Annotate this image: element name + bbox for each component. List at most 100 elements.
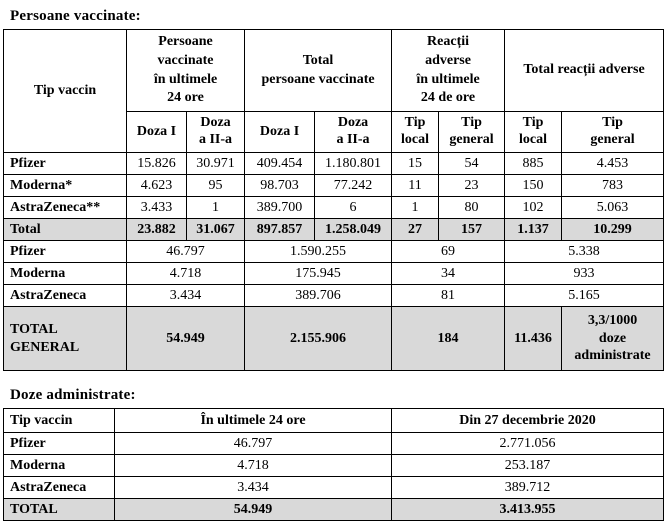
value-cell: 389.706 [244, 284, 393, 307]
vaccinated-table-title: Persoane vaccinate: [10, 8, 141, 24]
table-header-group-row: Tip vaccin Persoane vaccinate în ultimel… [3, 29, 664, 153]
table-row-total: TOTAL 54.949 3.413.955 [3, 498, 664, 521]
table-header-row: Tip vaccin În ultimele 24 ore Din 27 dec… [3, 408, 664, 433]
value-cell: 150 [504, 174, 563, 197]
value-cell: 54 [438, 152, 506, 175]
value-cell: 389.700 [244, 196, 316, 219]
value-cell: 4.718 [114, 454, 392, 477]
row-label: AstraZeneca [3, 476, 115, 499]
row-label: AstraZeneca** [3, 196, 127, 219]
table-subheader-row: Doza I Doza a II-a Doza I Doza a II-a Ti… [4, 111, 664, 153]
value-cell: 95 [185, 174, 246, 197]
row-label: Pfizer [3, 432, 115, 455]
header-tip-vaccin: Tip vaccin [3, 29, 127, 153]
value-cell: 2.771.056 [391, 432, 664, 455]
value-cell: 1.180.801 [314, 152, 393, 175]
value-cell: 11.436 [504, 306, 563, 371]
subheader-doza2-24h: Doza a II-a [185, 111, 246, 153]
value-cell: 30.971 [185, 152, 246, 175]
value-cell: 1 [391, 196, 440, 219]
value-cell: 1.258.049 [314, 218, 393, 241]
table-row-astrazeneca-doses: AstraZeneca** 3.433 1 389.700 6 1 80 102… [3, 196, 664, 219]
value-cell: 157 [438, 218, 506, 241]
value-cell: 6 [314, 196, 393, 219]
header-group-vaccinated-24h: Persoane vaccinate în ultimele 24 ore [125, 29, 246, 112]
value-cell: 34 [391, 262, 506, 285]
value-cell: 897.857 [244, 218, 316, 241]
table-row-pfizer: Pfizer 46.797 2.771.056 [3, 432, 664, 455]
table-row-pfizer-combined: Pfizer 46.797 1.590.255 69 5.338 [3, 240, 664, 263]
value-cell: 3.434 [125, 284, 246, 307]
value-cell: 389.712 [391, 476, 664, 499]
value-cell: 15 [391, 152, 440, 175]
value-cell: 1.590.255 [244, 240, 393, 263]
value-cell: 4.623 [126, 174, 187, 197]
row-label: Moderna [3, 262, 127, 285]
subheader-tip-general-total: Tip general [561, 111, 664, 153]
value-cell: 5.063 [561, 196, 664, 219]
value-cell: 27 [391, 218, 440, 241]
row-label: Total [3, 218, 127, 241]
table-row-total-general: TOTAL GENERAL 54.949 2.155.906 184 11.43… [3, 306, 664, 371]
value-cell: 46.797 [114, 432, 392, 455]
value-cell: 4.718 [125, 262, 246, 285]
table-row-moderna: Moderna 4.718 253.187 [3, 454, 664, 477]
value-cell: 15.826 [126, 152, 187, 175]
table-row-astrazeneca-combined: AstraZeneca 3.434 389.706 81 5.165 [3, 284, 664, 307]
value-cell: 175.945 [244, 262, 393, 285]
value-cell: 46.797 [125, 240, 246, 263]
subheader-doza2-total: Doza a II-a [314, 111, 393, 153]
doses-table-title: Doze administrate: [10, 387, 136, 403]
value-cell: 5.338 [504, 240, 664, 263]
value-cell: 11 [391, 174, 440, 197]
row-label: Pfizer [3, 240, 127, 263]
value-cell: 4.453 [561, 152, 664, 175]
row-label: Moderna [3, 454, 115, 477]
value-cell: 80 [438, 196, 506, 219]
vaccinated-persons-table: Tip vaccin Persoane vaccinate în ultimel… [3, 29, 664, 371]
administered-doses-table: Tip vaccin În ultimele 24 ore Din 27 dec… [3, 408, 664, 521]
row-label: Pfizer [3, 152, 127, 175]
subheader-tip-local-total: Tip local [504, 111, 563, 153]
subheader-tip-local-24h: Tip local [391, 111, 440, 153]
value-cell: 2.155.906 [244, 306, 393, 371]
value-cell: 81 [391, 284, 506, 307]
value-cell: 102 [504, 196, 563, 219]
header-group-adverse-24h: Reacții adverse în ultimele 24 de ore [391, 29, 506, 112]
row-label: Moderna* [3, 174, 127, 197]
value-cell: 98.703 [244, 174, 316, 197]
rate-per-1000-doses-cell: 3,3/1000 doze administrate [561, 306, 664, 371]
value-cell: 23.882 [126, 218, 187, 241]
value-cell: 3.434 [114, 476, 392, 499]
header-group-total-vaccinated: Total persoane vaccinate [244, 29, 393, 112]
header-group-total-adverse: Total reacții adverse [504, 29, 664, 112]
value-cell: 10.299 [561, 218, 664, 241]
row-label: TOTAL [3, 498, 115, 521]
value-cell: 933 [504, 262, 664, 285]
value-cell: 3.433 [126, 196, 187, 219]
value-cell: 3.413.955 [391, 498, 664, 521]
table-row-moderna-combined: Moderna 4.718 175.945 34 933 [3, 262, 664, 285]
value-cell: 77.242 [314, 174, 393, 197]
value-cell: 5.165 [504, 284, 664, 307]
subheader-tip-general-24h: Tip general [438, 111, 506, 153]
value-cell: 54.949 [114, 498, 392, 521]
value-cell: 783 [561, 174, 664, 197]
row-label: TOTAL GENERAL [3, 306, 127, 371]
header-tip-vaccin: Tip vaccin [3, 408, 115, 433]
table-row-total: Total 23.882 31.067 897.857 1.258.049 27… [3, 218, 664, 241]
header-since-27-dec-2020: Din 27 decembrie 2020 [391, 408, 664, 433]
subheader-doza1-total: Doza I [244, 111, 316, 153]
value-cell: 54.949 [125, 306, 246, 371]
header-last-24h: În ultimele 24 ore [114, 408, 392, 433]
value-cell: 409.454 [244, 152, 316, 175]
value-cell: 23 [438, 174, 506, 197]
value-cell: 1 [185, 196, 246, 219]
table-row-moderna-doses: Moderna* 4.623 95 98.703 77.242 11 23 15… [3, 174, 664, 197]
value-cell: 253.187 [391, 454, 664, 477]
table-row-astrazeneca: AstraZeneca 3.434 389.712 [3, 476, 664, 499]
value-cell: 31.067 [185, 218, 246, 241]
subheader-doza1-24h: Doza I [126, 111, 187, 153]
value-cell: 184 [391, 306, 506, 371]
